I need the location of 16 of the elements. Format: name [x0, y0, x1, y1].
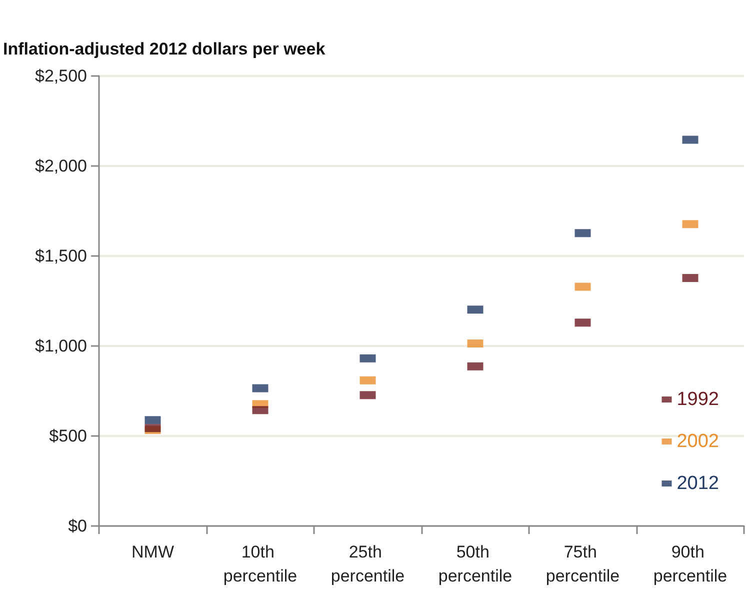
y-tick-label: $1,500 — [35, 246, 87, 266]
x-tick-label: 25th percentile — [330, 542, 405, 586]
x-tick-label: 90th percentile — [653, 542, 728, 586]
y-axis-title: Inflation-adjusted 2012 dollars per week — [3, 40, 326, 58]
y-tick-label: $2,000 — [35, 156, 87, 176]
y-tick-label: $500 — [49, 426, 87, 446]
y-tick-label: $0 — [68, 516, 87, 536]
x-tick-label: 10th percentile — [223, 542, 298, 586]
x-tick-label: 50th percentile — [438, 542, 512, 586]
y-tick-label: $1,000 — [35, 336, 87, 356]
legend-label: 1992 — [676, 389, 720, 410]
x-tick-label: 75th percentile — [546, 542, 620, 586]
x-tick-label: NMW — [132, 542, 174, 562]
y-tick-label: $2,500 — [35, 66, 87, 86]
legend-label: 2012 — [676, 473, 720, 494]
legend-label: 2002 — [676, 431, 720, 452]
